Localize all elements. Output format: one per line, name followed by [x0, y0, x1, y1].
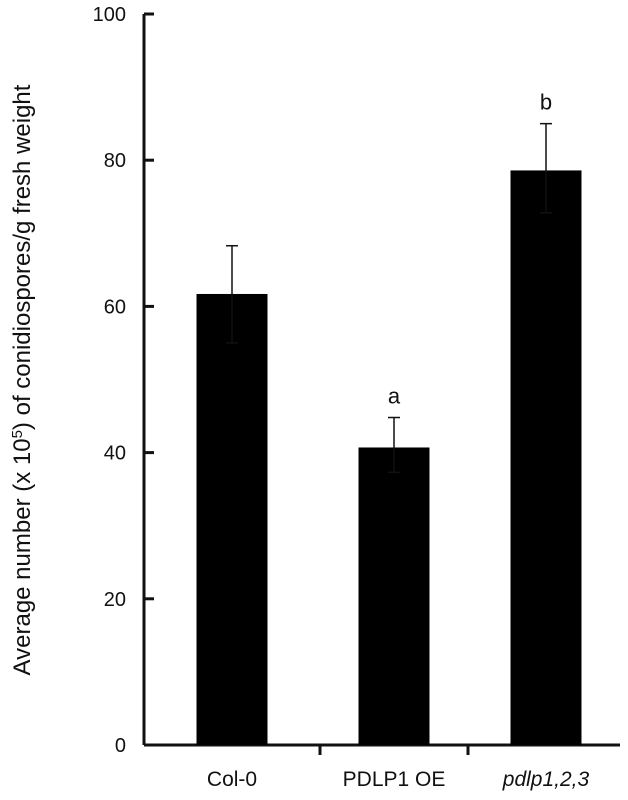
y-tick-label: 0	[115, 735, 126, 757]
bar	[358, 447, 430, 745]
significance-label: b	[540, 90, 552, 115]
y-tick-label: 80	[104, 150, 126, 172]
plot-area: 0 20 40 60 80 100 Col-0 a PDLP1 OE b pdlp1,2,3	[93, 4, 620, 791]
y-tick-label: 20	[104, 589, 126, 611]
bar	[196, 293, 268, 745]
x-tick-label: PDLP1 OE	[343, 768, 446, 791]
y-tick-label: 60	[104, 296, 126, 318]
y-axis-title-superscript: 5	[9, 430, 26, 438]
y-axis-title-suffix: ) of conidiospores/g fresh weight	[9, 84, 36, 430]
x-tick-label: Col-0	[207, 768, 257, 791]
significance-label: a	[388, 384, 401, 409]
x-tick-label: pdlp1,2,3	[502, 768, 590, 791]
y-axis-title-prefix: Average number (x 10	[9, 438, 36, 675]
bar	[510, 170, 582, 745]
y-axis-title: Average number (x 105) of conidiospores/…	[9, 84, 37, 675]
y-axis-title-group: Average number (x 105) of conidiospores/…	[9, 84, 37, 675]
y-tick-label: 100	[93, 4, 126, 26]
y-tick-label: 40	[104, 443, 126, 465]
